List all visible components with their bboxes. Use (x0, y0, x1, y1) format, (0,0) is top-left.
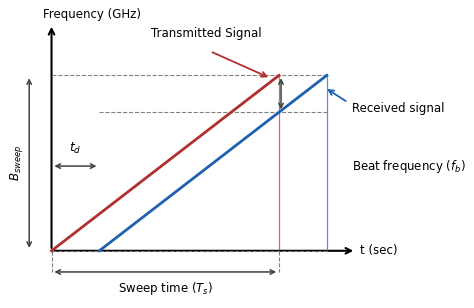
Text: $t_d$: $t_d$ (69, 140, 82, 156)
Text: Sweep time ($T_s$): Sweep time ($T_s$) (118, 280, 213, 297)
Text: $B_{sweep}$: $B_{sweep}$ (8, 145, 25, 181)
Text: Received signal: Received signal (352, 102, 445, 115)
Text: t (sec): t (sec) (360, 244, 398, 257)
Text: Transmitted Signal: Transmitted Signal (151, 26, 261, 39)
Text: Frequency (GHz): Frequency (GHz) (44, 8, 141, 21)
Text: Beat frequency ($f_b$): Beat frequency ($f_b$) (352, 158, 466, 175)
